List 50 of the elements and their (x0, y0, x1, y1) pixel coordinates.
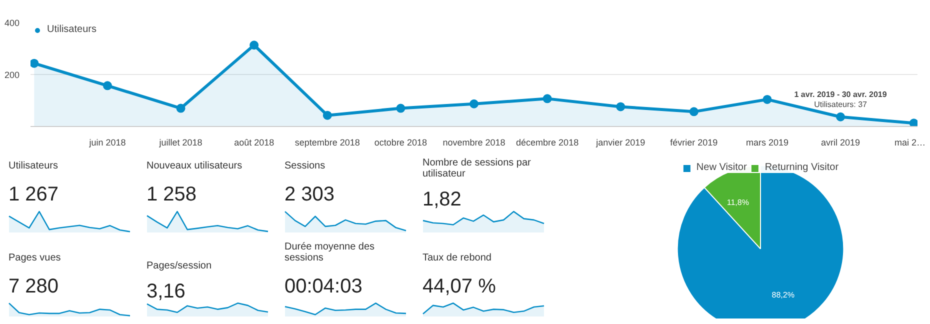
chart-title: Utilisateurs (8, 160, 58, 172)
legend-label: New Visitor (696, 162, 747, 173)
data-label: 88,2% (772, 290, 794, 300)
chart-title: Nouveaux utilisateurs (146, 160, 242, 172)
point (909, 118, 918, 126)
chart-subtitle: 1 258 (146, 184, 197, 206)
chart-subtitle: 3,16 (146, 280, 186, 302)
point (470, 99, 478, 108)
chart-title: Nombre de sessions par utilisateur (422, 158, 532, 180)
x-tick-label: octobre 2018 (374, 138, 427, 148)
point (689, 107, 698, 116)
chart-subtitle: 2 303 (284, 184, 335, 206)
chart-subtitle: 44,07 % (422, 276, 496, 298)
chart-subtitle: 1,82 (422, 188, 462, 210)
point (762, 94, 772, 104)
chart-title: Durée moyenne des sessions (284, 242, 375, 264)
x-tick-label: septembre 2018 (294, 138, 360, 148)
chart-subtitle: 00:04:03 (284, 276, 362, 298)
point (396, 104, 406, 113)
x-tick-label: avril 2019 (821, 138, 860, 148)
point (250, 40, 259, 50)
x-tick-label: décembre 2018 (516, 138, 579, 148)
chart-subtitle: 7 280 (8, 276, 59, 298)
chart-subtitle: 1 267 (8, 184, 59, 206)
x-tick-label: juillet 2018 (158, 138, 202, 148)
chart-title: Pages/session (146, 260, 212, 272)
point (176, 104, 186, 113)
y-tick-label: 400 (4, 18, 20, 28)
legend-label: Returning Visitor (764, 162, 839, 173)
x-tick-label: mai 2… (894, 138, 926, 148)
chart-title: Taux de rebond (422, 252, 492, 264)
annotation: 1 avr. 2019 - 30 avr. 2019 (794, 90, 888, 99)
x-tick-label: mars 2019 (746, 138, 788, 148)
point (30, 58, 39, 68)
point (322, 110, 332, 120)
x-tick-label: août 2018 (234, 138, 274, 148)
data-label: 11,8% (726, 198, 749, 207)
x-tick-label: juin 2018 (88, 138, 126, 148)
chart-title: Sessions (284, 160, 326, 172)
x-tick-label: janvier 2019 (595, 138, 646, 148)
legend-label: Utilisateurs (47, 24, 96, 35)
point (616, 102, 626, 112)
point (102, 81, 112, 90)
point (542, 94, 552, 104)
point (836, 112, 846, 122)
annotation: Utilisateurs: 37 (814, 100, 868, 109)
x-tick-label: février 2019 (670, 138, 718, 148)
chart-title: Pages vues (8, 252, 61, 264)
y-tick-label: 200 (4, 70, 20, 80)
x-tick-label: novembre 2018 (442, 138, 506, 148)
